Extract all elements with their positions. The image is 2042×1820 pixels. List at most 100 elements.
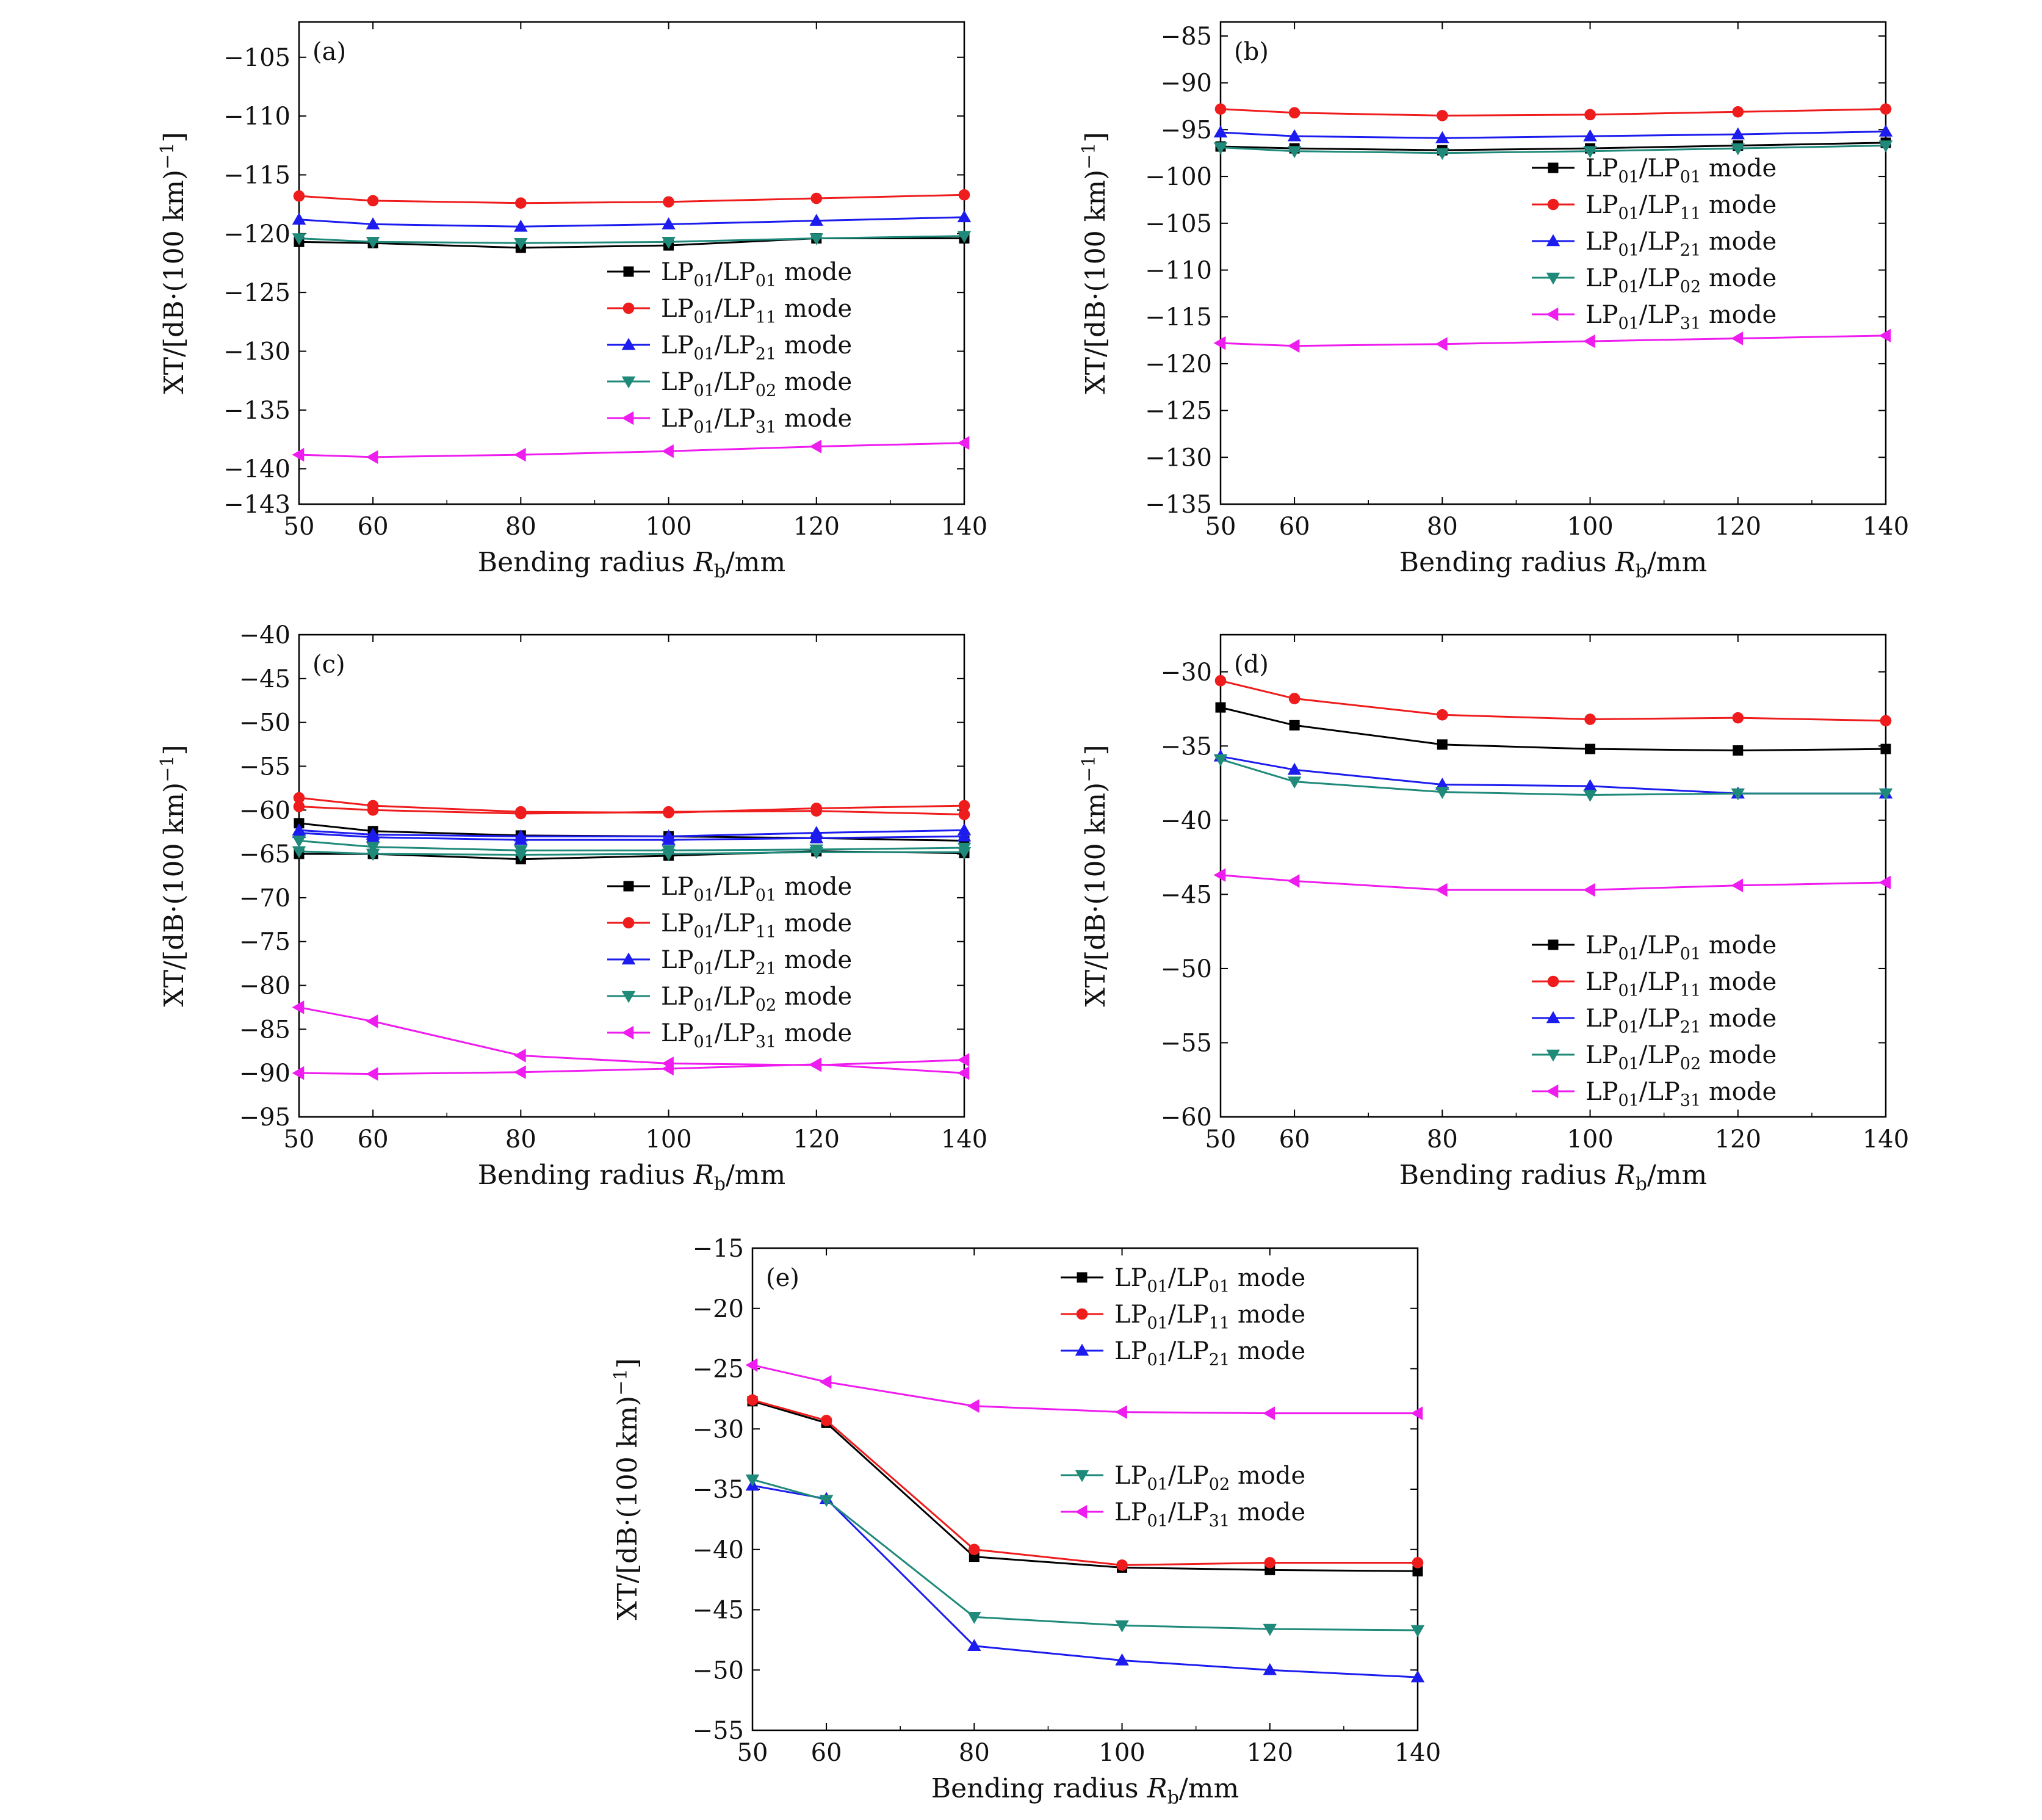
y-tick-label: −120	[223, 220, 290, 248]
legend-label-part: LP	[661, 258, 693, 286]
legend-label: LP01/LP21 mode	[1114, 1337, 1305, 1370]
series-line	[1220, 874, 1886, 891]
y-tick-label: −80	[239, 972, 290, 1000]
legend-label-part: /LP	[715, 1019, 756, 1047]
y-axis-title-close: ]	[1080, 132, 1111, 142]
legend-label-part: /LP	[1639, 264, 1680, 292]
y-axis-title: XT/[dB·(100 km)−1]	[610, 1358, 643, 1620]
legend-label: LP01/LP31 mode	[1586, 1078, 1777, 1110]
x-tick-label: 140	[1863, 513, 1909, 541]
x-tick-label: 100	[1567, 513, 1613, 541]
plot-frame	[1219, 21, 1887, 505]
y-tick-label: −70	[239, 884, 290, 912]
chart-panel-a: 50 60 80 100 120 140 −105 −110 −115 −120 −125 −130 −…	[157, 21, 987, 582]
x-tick-label: 80	[505, 1125, 536, 1154]
series-1	[1214, 675, 1892, 727]
panel-tag: (b)	[1234, 38, 1269, 66]
legend-swatch-marker	[1075, 1470, 1089, 1482]
plot-frame	[751, 1247, 1419, 1732]
legend-label-part: /LP	[715, 983, 756, 1011]
legend-label: LP01/LP31 mode	[1114, 1498, 1305, 1531]
data-point	[1435, 148, 1449, 161]
legend-entry: LP01/LP11 mode	[1532, 968, 1777, 1000]
x-axis-subscript: b	[1167, 1787, 1179, 1808]
x-axis-unit: /mm	[726, 547, 785, 578]
legend-label-part: mode	[776, 983, 852, 1011]
series-4	[1213, 868, 1891, 897]
data-point	[663, 806, 674, 818]
data-point	[514, 237, 528, 250]
legend-label-part: LP	[661, 331, 693, 359]
legend-entry: LP01/LP21 mode	[1532, 1005, 1777, 1037]
data-point	[809, 831, 824, 843]
legend-label: LP01/LP02 mode	[661, 368, 852, 400]
x-tick-label: 120	[1715, 1125, 1761, 1154]
data-point	[1263, 1406, 1275, 1420]
legend-label-part: LP	[1114, 1264, 1147, 1292]
x-tick-label: 100	[1567, 1125, 1613, 1154]
data-point	[1878, 125, 1893, 137]
legend-swatch-marker	[622, 917, 635, 929]
x-tick-label: 140	[1394, 1739, 1441, 1767]
legend-entry: LP01/LP02 mode	[607, 983, 852, 1015]
y-axis-superscript: −1	[1078, 143, 1100, 170]
data-point	[1263, 1623, 1277, 1636]
panel-tag: (c)	[312, 651, 345, 679]
legend-label-part: 01	[693, 886, 714, 905]
series-3	[1213, 754, 1893, 802]
legend-entry: LP01/LP21 mode	[607, 946, 852, 978]
series-2	[1213, 749, 1893, 799]
x-tick-label: 80	[1427, 513, 1458, 541]
legend-entry: LP01/LP01 mode	[607, 258, 852, 291]
legend-label-part: LP	[1114, 1337, 1147, 1365]
y-tick-label: −130	[223, 338, 290, 366]
legend-label-part: mode	[776, 295, 852, 323]
y-tick-label: −45	[1161, 881, 1212, 909]
legend-swatch-marker	[1546, 1084, 1559, 1099]
x-axis-title: Bending radius Rb/mm	[1399, 1160, 1708, 1195]
data-point	[514, 219, 528, 232]
legend-label: LP01/LP31 mode	[661, 1019, 852, 1052]
y-tick-label: −35	[693, 1476, 744, 1504]
x-axis-unit: /mm	[1647, 1160, 1707, 1191]
legend-entry: LP01/LP31 mode	[1532, 1078, 1777, 1110]
x-tick-label: 60	[358, 513, 389, 541]
data-point	[957, 829, 972, 842]
data-point	[515, 807, 527, 820]
legend-swatch-marker	[1548, 162, 1559, 173]
legend-entry: LP01/LP02 mode	[1532, 1041, 1777, 1074]
legend-label-part: 01	[756, 886, 776, 905]
legend-label-part: 02	[1680, 1055, 1701, 1074]
x-axis-title-text: Bending radius	[478, 1160, 694, 1191]
data-point	[1287, 129, 1302, 142]
data-point	[292, 1066, 305, 1080]
data-point	[957, 436, 970, 450]
x-axis-title: Bending radius Rb/mm	[1399, 547, 1708, 582]
series-line	[298, 1006, 965, 1066]
data-point	[292, 1000, 305, 1014]
data-point	[1583, 146, 1597, 159]
series-0	[1215, 702, 1891, 756]
legend-entry: LP01/LP11 mode	[1532, 191, 1777, 223]
y-tick-label: −50	[1161, 955, 1212, 983]
legend-label-part: 01	[1147, 1314, 1167, 1333]
legend-swatch-marker	[1076, 1308, 1088, 1320]
legend-label-part: /LP	[1168, 1301, 1209, 1329]
data-point	[809, 233, 824, 245]
legend-swatch-marker	[1546, 307, 1559, 322]
y-tick-label: −15	[693, 1235, 744, 1263]
legend-label-part: 01	[1618, 1055, 1639, 1074]
data-point	[366, 1014, 378, 1028]
x-tick-label: 60	[1279, 1125, 1310, 1154]
series-1	[293, 189, 970, 209]
legend-label-part: 01	[1618, 1018, 1639, 1037]
legend-label: LP01/LP11 mode	[1586, 968, 1777, 1000]
y-tick-label: −55	[1161, 1029, 1212, 1057]
legend-label-part: 31	[1680, 314, 1701, 333]
legend-label-part: mode	[1230, 1462, 1305, 1490]
legend-label-part: /LP	[715, 368, 756, 396]
data-point	[292, 836, 306, 848]
legend-label-part: LP	[661, 405, 693, 433]
y-tick-label: −20	[693, 1295, 744, 1323]
series-line	[298, 829, 965, 837]
